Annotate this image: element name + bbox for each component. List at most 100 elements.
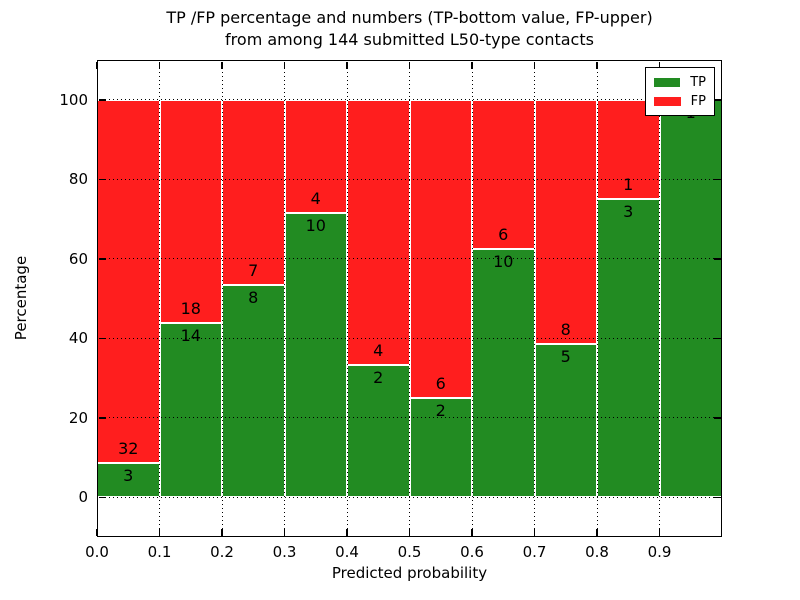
y-tick-left [98,178,106,180]
x-tick-label: 0.6 [460,543,484,561]
x-tick-top [658,61,661,69]
x-tick-top [408,61,411,69]
bar-label-tp: 2 [373,367,384,387]
x-tick-label: 0.4 [335,543,359,561]
x-tick-top [533,61,536,69]
x-tick-top [596,61,598,69]
bar-label-tp: 10 [305,216,326,236]
x-tick-bottom [471,528,473,536]
x-tick-label: 0.1 [147,543,172,561]
bar-label-tp: 14 [180,326,201,346]
bar-segment-tp [222,285,285,498]
y-tick-left [98,496,106,498]
y-tick-left [98,417,106,419]
bar-label-fp: 8 [560,320,571,340]
chart-title-line1: TP /FP percentage and numbers (TP-bottom… [166,8,653,27]
x-tick-label: 0.0 [85,543,109,561]
bar-segment-fp [97,99,160,464]
bar-segment-fp [347,99,410,365]
bar-label-tp: 5 [560,347,571,367]
bar-segment-fp [222,99,285,286]
gridline-x [221,60,223,537]
y-tick-right [713,496,721,498]
y-tick-right [713,337,721,339]
bar-segment-fp [409,99,472,398]
bar-segment-tp [159,323,222,498]
gridline-x [284,60,285,537]
gridline-x [346,60,348,537]
bar-segment-tp [284,213,347,498]
gridline-x [534,60,535,537]
x-tick-label: 0.9 [647,543,672,561]
x-tick-bottom [408,528,411,536]
bar-label-fp: 6 [498,224,509,244]
bar-segment-tp [597,199,660,498]
bar-label-tp: 3 [123,466,134,486]
bar-label-fp: 6 [435,373,446,393]
x-tick-bottom [658,528,661,536]
gridline-x [471,60,473,537]
x-tick-top [158,61,161,69]
bar-label-tp: 8 [248,288,259,308]
y-tick-right [713,99,721,101]
y-tick-right [713,258,721,260]
legend-label-fp: FP [690,94,706,109]
bar-label-fp: 4 [310,189,321,209]
y-tick-label: 100 [59,90,88,109]
bar-label-tp: 2 [435,400,446,420]
x-tick-top [96,61,98,69]
x-tick-label: 0.3 [272,543,297,561]
x-tick-bottom [96,528,98,536]
legend: TP FP [645,67,715,116]
x-tick-label: 0.2 [210,543,234,561]
y-tick-label: 60 [68,249,88,268]
bar-label-tp: 3 [623,202,634,222]
bar-segment-tp [534,344,597,498]
x-tick-top [283,61,286,69]
x-tick-bottom [283,528,286,536]
chart-title: TP /FP percentage and numbers (TP-bottom… [97,7,722,51]
gridline-x [596,60,598,537]
bar-segment-fp [534,99,597,345]
x-tick-label: 0.5 [397,543,422,561]
legend-item-fp: FP [654,92,706,111]
y-tick-left [98,258,106,260]
y-tick-label: 80 [68,170,88,189]
plot-area: 323181478410426261085131 TP FP [96,60,722,537]
x-tick-label: 0.7 [522,543,547,561]
bar-label-fp: 7 [248,261,259,281]
x-tick-bottom [346,528,348,536]
y-tick-left [98,99,106,101]
x-tick-bottom [533,528,536,536]
y-tick-left [98,337,106,339]
bar-segment-tp [97,463,160,498]
gridline-x [159,60,160,537]
gridline-x [409,60,410,537]
bar-label-fp: 1 [623,175,634,195]
x-tick-label: 0.8 [585,543,609,561]
y-axis-label: Percentage [12,255,30,341]
bar-segment-tp [659,99,722,498]
x-tick-top [471,61,473,69]
legend-swatch-tp [654,78,681,87]
x-tick-bottom [221,528,223,536]
x-tick-top [221,61,223,69]
legend-label-tp: TP [690,75,706,90]
y-tick-right [713,178,721,180]
gridline-x [659,60,660,537]
bar-label-tp: 10 [493,251,514,271]
y-tick-right [713,417,721,419]
x-tick-top [346,61,348,69]
legend-item-tp: TP [654,73,706,92]
bar-segment-fp [472,99,535,249]
bar-segment-fp [159,99,222,324]
chart-title-line2: from among 144 submitted L50-type contac… [225,30,594,49]
legend-swatch-fp [654,97,681,106]
bar-label-fp: 4 [373,340,384,360]
y-tick-label: 40 [68,329,88,348]
y-tick-label: 20 [68,408,88,427]
y-tick-label: 0 [78,488,88,507]
bar-segment-tp [472,248,535,498]
bar-label-fp: 32 [118,439,139,459]
